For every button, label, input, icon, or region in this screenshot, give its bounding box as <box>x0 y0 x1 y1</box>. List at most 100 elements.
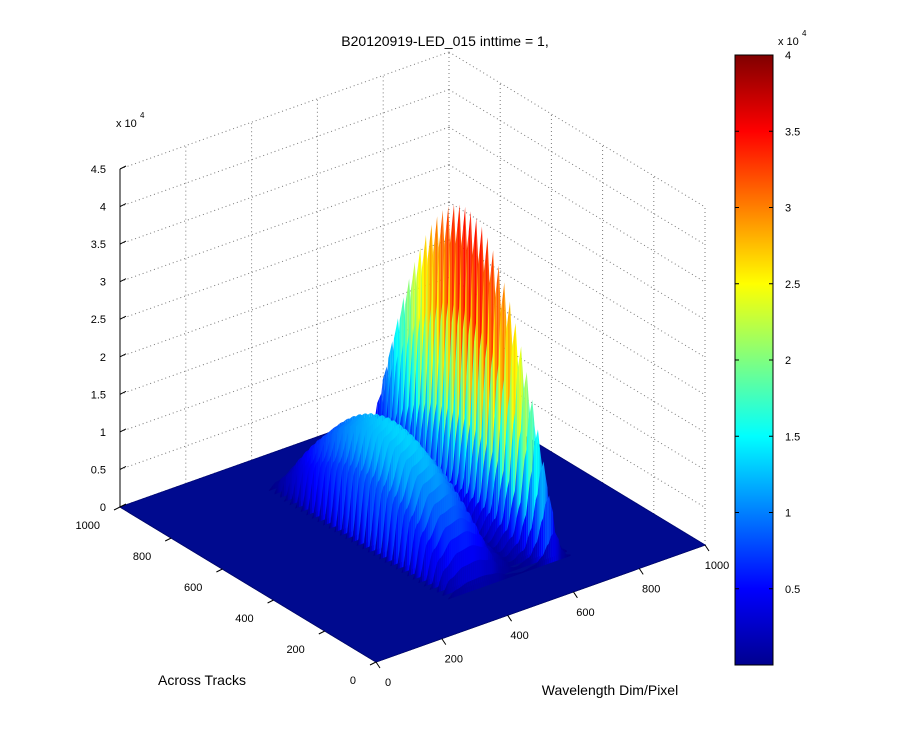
x-tick-label: 400 <box>510 630 528 642</box>
surface-patch <box>497 572 500 582</box>
surface-patch <box>375 531 378 556</box>
z-tick-label: 3.5 <box>91 239 106 251</box>
surface-patch <box>564 549 567 553</box>
z-tick-label: 4.5 <box>91 164 106 176</box>
surface-patch <box>386 539 389 563</box>
surface-patch <box>485 574 488 587</box>
surface-patch <box>493 532 496 552</box>
surface-patch <box>508 561 510 568</box>
surface-patch <box>506 554 509 563</box>
surface-patch <box>420 568 423 583</box>
z-tick-mark <box>119 465 127 470</box>
surface-patch <box>522 520 525 557</box>
surface-patch <box>505 566 508 574</box>
surface-patch <box>343 491 346 535</box>
surface-patch <box>312 469 315 514</box>
surface-patch <box>410 542 413 576</box>
surface-patch <box>268 487 271 491</box>
surface-patch <box>520 527 523 558</box>
surface-patch <box>351 476 354 538</box>
surface-patch <box>510 549 513 562</box>
surface-plot <box>118 204 707 663</box>
x-tick-mark <box>572 591 578 599</box>
surface-patch <box>531 548 534 565</box>
x-tick-mark <box>375 661 381 669</box>
surface-patch <box>442 590 445 597</box>
surface-patch <box>503 566 506 575</box>
z-tick-label: 3 <box>100 277 106 289</box>
surface-patch <box>472 561 475 586</box>
surface-patch <box>433 570 436 589</box>
surface-patch <box>291 470 294 500</box>
z-tick-label: 1.5 <box>91 389 106 401</box>
z-tick-mark <box>119 390 127 395</box>
surface-patch <box>293 481 296 504</box>
x-tick-label: 0 <box>385 677 391 689</box>
surface-patch <box>462 566 465 590</box>
y-tick-mark <box>369 661 377 666</box>
surface-patch <box>302 466 305 506</box>
surface-patch <box>429 553 432 585</box>
surface-patch <box>542 550 545 566</box>
y-tick-mark <box>216 568 223 573</box>
surface-patch <box>332 486 335 528</box>
surface-patch <box>326 485 329 525</box>
surface-patch <box>285 490 288 502</box>
surface-patch <box>427 562 430 586</box>
surface-patch <box>444 585 447 596</box>
surface-patch <box>568 554 571 557</box>
surface-patch <box>406 570 409 577</box>
surface-patch <box>280 477 283 493</box>
surface-patch <box>407 523 410 571</box>
surface-patch <box>535 562 537 569</box>
surface-patch <box>479 576 482 589</box>
surface-patch <box>317 469 320 517</box>
surface-patch <box>523 559 526 568</box>
surface-patch <box>323 469 326 521</box>
surface-patch <box>422 555 425 582</box>
surface-patch <box>412 530 415 575</box>
surface-patch <box>481 575 484 588</box>
surface-patch <box>352 517 355 542</box>
surface-patch <box>467 581 470 593</box>
surface-patch <box>546 543 549 565</box>
surface-patch <box>324 503 327 525</box>
surface-patch <box>536 559 539 568</box>
surface-patch <box>278 479 281 493</box>
surface-patch <box>384 555 387 563</box>
surface-patch <box>368 486 371 548</box>
surface-patch <box>517 553 520 564</box>
surface-patch <box>399 531 402 569</box>
surface-patch <box>509 573 512 578</box>
surface-patch <box>533 544 536 564</box>
surface-patch <box>444 567 447 590</box>
surface-patch <box>297 468 300 503</box>
surface-patch <box>423 582 426 587</box>
surface-patch <box>491 559 494 579</box>
surface-patch <box>552 531 555 563</box>
y-tick-label: 600 <box>184 582 202 594</box>
z-tick-mark <box>119 278 127 283</box>
surface-patch <box>531 513 534 559</box>
surface-patch <box>516 543 519 560</box>
surface-patch <box>533 500 536 559</box>
surface-patch <box>289 501 292 506</box>
surface-patch <box>566 554 569 558</box>
surface-patch <box>311 512 314 519</box>
surface-patch <box>328 469 331 524</box>
surface-patch <box>412 574 415 580</box>
y-tick-label: 800 <box>133 551 151 563</box>
surface-patch <box>529 554 532 566</box>
x-tick-mark <box>638 568 644 575</box>
surface-patch <box>418 537 421 578</box>
surface-patch <box>405 536 408 572</box>
surface-patch <box>300 470 303 507</box>
z-axis-multiplier-exponent: 4 <box>140 111 145 120</box>
surface-patch <box>448 579 451 594</box>
surface-patch <box>511 559 514 566</box>
surface-patch <box>519 571 522 575</box>
surface-patch <box>356 479 359 541</box>
surface-patch <box>397 548 400 569</box>
surface-patch <box>507 573 510 579</box>
surface-patch <box>338 488 341 531</box>
